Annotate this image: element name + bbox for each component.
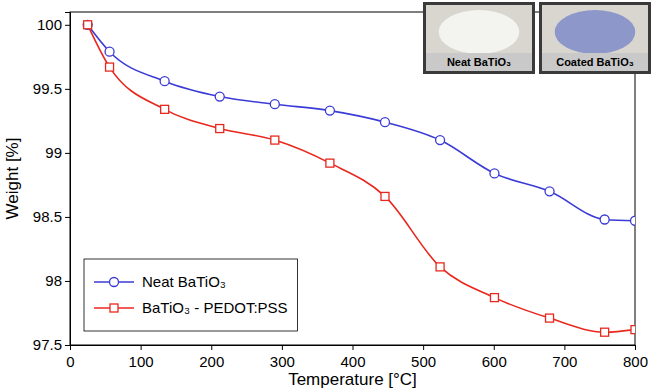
tick: 100 [37,16,70,33]
tick-mark [65,153,70,154]
tick: 500 [411,345,436,370]
x-axis-title: Temperature [°C] [288,370,417,389]
powder [439,10,520,54]
y-axis-title: Weight [%] [3,138,22,220]
tick-label: 200 [199,353,224,370]
marker [105,47,114,56]
tick-label: 100 [129,353,154,370]
tick-label: 98 [45,272,62,289]
marker [216,125,224,133]
tick-mark [564,345,565,350]
tick: 200 [199,345,224,370]
tick: 0 [66,345,74,370]
tick: 300 [270,345,295,370]
tick-label: 300 [270,353,295,370]
marker [631,326,635,334]
x-axis: 0 100 200 300 400 500 600 700 800 [66,345,648,370]
tick-mark [65,25,70,26]
photo-label: Neat BaTiO₃ [447,56,511,68]
marker [325,106,334,115]
axis-line [71,346,636,351]
tick: 800 [623,345,648,370]
tick-label: 99 [45,144,62,161]
tick-label: 0 [66,353,74,370]
photo-ground [426,5,532,71]
marker [161,105,169,113]
tick: 99.5 [33,80,70,97]
tick: 400 [340,345,365,370]
tick-label: 99.5 [33,80,62,97]
tick: 700 [552,345,577,370]
tick-mark [65,217,70,218]
tick: 97.5 [33,336,70,353]
tick: 600 [482,345,507,370]
legend-box [84,259,298,331]
tick-mark [423,345,424,350]
tick: 98 [45,272,70,289]
marker [106,63,114,71]
photo-label-band [542,53,648,71]
tick-mark [211,345,212,350]
photo-label-band [426,53,532,71]
photo-frame [539,2,651,74]
legend-marker [110,278,119,287]
tick: 98.5 [33,208,70,225]
legend: Neat BaTiO₃ BaTiO₃ - PEDOT:PSS [84,259,298,331]
tick-mark [353,345,354,350]
photo-label: Coated BaTiO₃ [556,56,634,68]
y-axis: 97.5 98 98.5 99 99.5 100 [33,13,71,354]
marker [215,92,224,101]
marker [381,192,389,200]
marker [436,136,445,145]
tick-mark [141,345,142,350]
marker [546,314,554,322]
marker [326,159,334,167]
marker [271,136,279,144]
legend-marker [110,304,118,312]
tick-label: 800 [623,353,648,370]
tick-mark [282,345,283,350]
marker [84,21,92,29]
tick-label: 500 [411,353,436,370]
photo-inset: Coated BaTiO₃ [539,2,651,74]
axis-line [65,13,71,346]
tick-mark [494,345,495,350]
marker [436,263,444,271]
plot: 0 100 200 300 400 500 600 700 800 97.5 98 98.5 99 99.… [33,12,648,370]
marker [601,328,609,336]
marker [270,100,279,109]
tick-label: 97.5 [33,336,62,353]
tick-mark [65,89,70,90]
tick: 99 [45,144,70,161]
legend-label: Neat BaTiO₃ [142,273,226,290]
tick-label: 700 [552,353,577,370]
chart: 0 100 200 300 400 500 600 700 800 97.5 98 98.5 99 99.… [0,0,657,392]
tick-label: 98.5 [33,208,62,225]
tick-label: 600 [482,353,507,370]
tick-mark [635,345,636,350]
tick-label: 400 [340,353,365,370]
powder [555,10,636,54]
tick-label: 100 [37,16,62,33]
marker [490,169,499,178]
photo-frame [423,2,535,74]
marker [160,77,169,86]
tick-mark [65,345,70,346]
tick-mark [65,281,70,282]
marker [631,216,636,225]
photo-inset: Neat BaTiO₃ [423,2,535,74]
legend-label: BaTiO₃ - PEDOT:PSS [142,299,288,316]
marker [545,187,554,196]
tick: 100 [129,345,154,370]
marker [490,294,498,302]
marker [83,20,92,29]
photo-ground [542,5,648,71]
marker [600,215,609,224]
marker [380,118,389,127]
